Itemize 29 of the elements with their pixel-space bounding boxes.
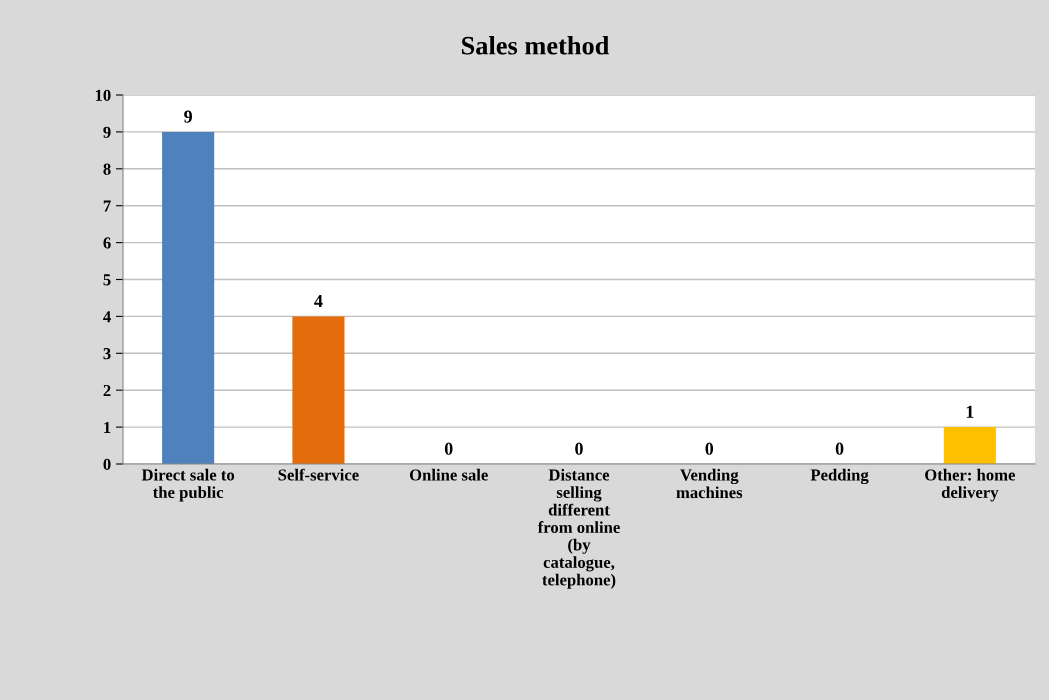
x-tick-label: Distance selling different from online (by catalogue, telephone) bbox=[537, 468, 620, 589]
x-tick-label: Online sale bbox=[409, 468, 488, 481]
y-tick-label: 2 bbox=[103, 384, 111, 396]
bar bbox=[292, 316, 345, 464]
bar bbox=[943, 427, 996, 464]
y-tick-label: 9 bbox=[103, 126, 111, 138]
y-tick-label: 10 bbox=[95, 89, 111, 101]
x-tick-label: Pedding bbox=[810, 468, 869, 485]
data-label: 0 bbox=[705, 442, 714, 455]
x-tick-label: Vending machines bbox=[676, 468, 743, 499]
x-tick-label: Self-service bbox=[278, 468, 359, 481]
data-label: 1 bbox=[966, 405, 974, 418]
y-tick-label: 1 bbox=[104, 421, 111, 433]
bar bbox=[162, 131, 215, 464]
chart-title: Sales method bbox=[461, 36, 610, 55]
y-tick-label: 3 bbox=[103, 348, 111, 360]
y-tick-label: 8 bbox=[103, 163, 111, 175]
y-tick-label: 6 bbox=[103, 237, 111, 249]
data-label: 0 bbox=[444, 442, 453, 455]
data-label: 4 bbox=[314, 295, 323, 307]
y-tick-label: 0 bbox=[103, 458, 111, 470]
y-tick-label: 4 bbox=[103, 311, 111, 323]
x-tick-label: Other: home delivery bbox=[925, 468, 1016, 502]
x-tick-label: Direct sale to the public bbox=[141, 468, 235, 502]
data-label: 0 bbox=[575, 442, 583, 455]
data-label: 0 bbox=[835, 442, 844, 455]
y-tick-label: 7 bbox=[103, 200, 111, 212]
y-tick-label: 5 bbox=[103, 274, 111, 286]
data-label: 9 bbox=[184, 110, 193, 123]
